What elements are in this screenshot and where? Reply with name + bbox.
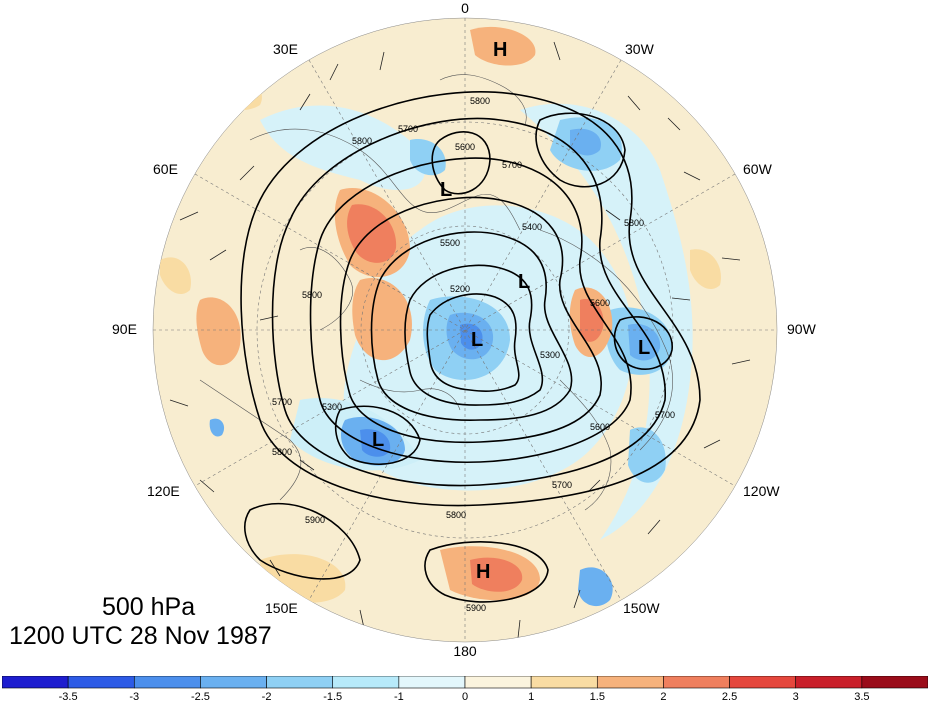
lon-label-0: 0 [461,0,469,16]
color-bar-tick-label: -3.5 [59,691,78,702]
high-pressure-label: H [476,561,490,583]
coastlines [199,74,673,511]
contour-label: 5800 [352,136,372,146]
lon-label-150w: 150W [623,600,660,616]
color-bar-swatch [332,676,400,689]
lon-label-120e: 120E [147,483,180,499]
lon-label-60w: 60W [743,161,773,177]
color-bar-swatch [67,676,135,689]
contour-label: 5900 [305,515,325,525]
high-pressure-label: H [493,39,507,61]
contour-label: 5600 [455,142,475,152]
color-bar-swatch [133,676,201,689]
lon-label-30w: 30W [625,41,655,57]
low-pressure-label: L [372,429,384,451]
low-pressure-label: L [638,337,650,359]
contour-label: 5400 [522,222,542,232]
color-bar-swatch [596,676,664,689]
lon-label-180: 180 [453,643,477,659]
color-bar-tick-label: 1.5 [590,691,605,702]
lon-label-90e: 90E [112,321,137,337]
color-bar-swatch [464,676,532,689]
contour-label: 5700 [552,480,572,490]
lon-label-30e: 30E [273,41,298,57]
color-bar-swatch [795,676,863,689]
low-pressure-label: L [518,271,530,293]
contour-label: 5800 [272,447,292,457]
color-bar-swatch [200,676,267,689]
pressure-centers: H H L L L L L [372,39,650,583]
contour-label: 5800 [470,96,490,106]
color-bar-swatch [266,676,334,689]
contour-label: 5300 [540,350,560,360]
low-pressure-label: L [471,329,483,351]
contour-label: 5200 [450,284,470,294]
color-bar-tick-label: -1.5 [323,691,342,702]
low-pressure-label: L [440,179,452,201]
color-bar-swatch [2,676,69,689]
color-bar-swatch [663,676,730,689]
longitude-labels: 0 30W 60W 90W 120W 150W 180 150E 120E 90… [112,0,817,659]
contour-label: 5800 [446,510,466,520]
color-bar: -3.5 -3 -2.5 -2 -1.5 -1 0 1 1.5 2 2.5 3 3.5 [2,676,928,702]
height-contours [240,91,701,603]
color-bar-tick-label: 0 [462,691,468,702]
contour-label: 5600 [590,298,610,308]
contour-label: 5300 [322,402,342,412]
color-bar-tick-label: 2.5 [722,691,737,702]
contour-label: 5700 [272,397,292,407]
color-bar-tick-label: -3 [129,691,139,702]
polar-stereographic-map: 0 30W 60W 90W 120W 150W 180 150E 120E 90… [112,0,817,659]
contour-label: 5900 [466,603,486,613]
contour-value-labels: 5800 5700 5800 5600 5700 5400 5500 5200 … [272,96,675,613]
color-bar-tick-label: 1 [528,691,534,702]
lon-label-60e: 60E [153,161,178,177]
contour-label: 5700 [398,124,418,134]
color-bar-labels: -3.5 -3 -2.5 -2 -1.5 -1 0 1 1.5 2 2.5 3 3.5 [59,691,870,702]
contour-label: 5600 [590,422,610,432]
color-bar-swatch [398,676,466,689]
color-bar-tick-label: -2 [262,691,272,702]
color-bar-tick-label: -1 [394,691,404,702]
contour-label: 5700 [655,410,675,420]
color-bar-swatches [2,676,928,689]
contour-label: 5700 [502,160,522,170]
valid-time-title: 1200 UTC 28 Nov 1987 [9,622,272,650]
lon-label-90w: 90W [787,321,817,337]
color-bar-tick-label: 2 [660,691,666,702]
color-bar-swatch [729,676,797,689]
anomaly-shading [160,26,721,607]
color-bar-tick-label: 3.5 [854,691,869,702]
wind-barbs [169,41,751,642]
contour-label: 5500 [440,238,460,248]
color-bar-swatch [861,676,928,689]
color-bar-swatch [530,676,598,689]
contour-label: 5800 [302,290,322,300]
color-bar-tick-label: 3 [793,691,799,702]
pressure-level-title: 500 hPa [102,593,196,621]
lon-label-150e: 150E [265,600,298,616]
contour-label: 5800 [624,218,644,228]
color-bar-tick-label: -2.5 [191,691,210,702]
lon-label-120w: 120W [743,483,780,499]
